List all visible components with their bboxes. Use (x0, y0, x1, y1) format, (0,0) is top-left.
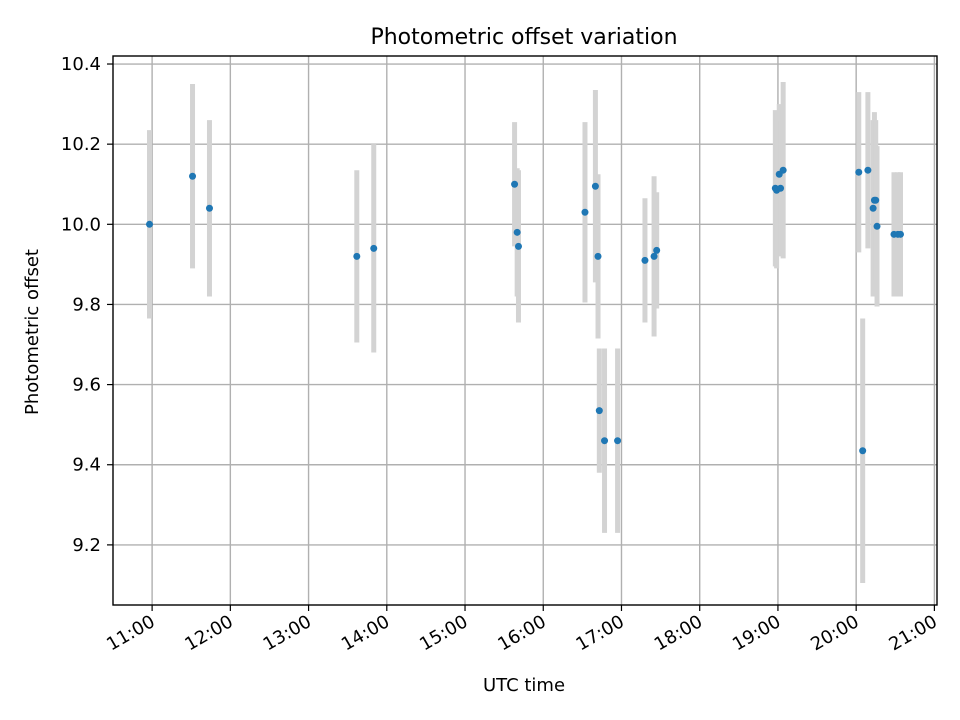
data-point (896, 230, 904, 238)
data-point (511, 180, 519, 188)
y-tick-label: 9.2 (72, 535, 101, 556)
data-point (869, 204, 877, 212)
data-point (650, 252, 658, 260)
data-point (513, 228, 521, 236)
data-point (514, 242, 522, 250)
data-point (777, 184, 785, 192)
data-point (859, 447, 867, 455)
data-point (872, 196, 880, 204)
data-point (205, 204, 213, 212)
data-point (594, 252, 602, 260)
y-tick-label: 9.4 (72, 455, 101, 476)
data-point (353, 252, 361, 260)
data-markers (146, 166, 904, 455)
data-point (873, 222, 881, 230)
y-tick-label: 9.6 (72, 375, 101, 396)
y-tick-label: 10.0 (61, 214, 101, 235)
y-tick-label: 10.4 (61, 54, 101, 75)
y-ticks: 9.2 9.4 9.6 9.8 10.0 10.2 10.4 (61, 54, 113, 556)
data-point (653, 246, 661, 254)
data-point (146, 220, 154, 228)
data-point (591, 182, 599, 190)
grid (113, 56, 937, 605)
data-point (864, 166, 872, 174)
data-point (581, 208, 589, 216)
plot-frame (112, 55, 938, 606)
y-tick-label: 10.2 (61, 134, 101, 155)
axes (112, 55, 938, 606)
data-point (595, 407, 603, 415)
data-point (189, 172, 197, 180)
y-axis-label: Photometric offset (22, 249, 43, 415)
data-point (855, 168, 863, 176)
chart-title: Photometric offset variation (370, 25, 677, 50)
data-point (601, 437, 609, 445)
y-tick-label: 9.8 (72, 294, 101, 315)
data-point (370, 244, 378, 252)
data-point (641, 256, 649, 264)
x-axis-label: UTC time (483, 675, 565, 696)
data-point (779, 166, 787, 174)
data-point (614, 437, 622, 445)
